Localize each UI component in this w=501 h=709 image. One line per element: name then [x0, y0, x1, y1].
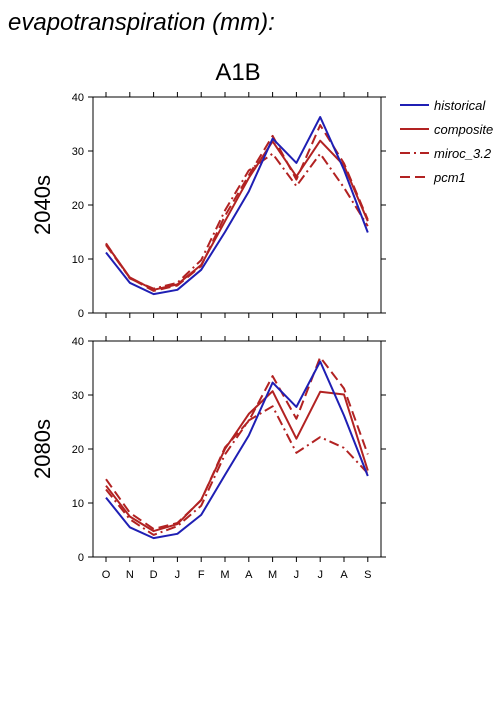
series-line-composite	[105, 390, 369, 533]
legend-label: composite	[434, 122, 493, 137]
panel-label: 2040s	[30, 175, 55, 235]
series-line-historical	[105, 116, 369, 296]
x-tick-label: O	[102, 569, 111, 581]
scenario-title: A1B	[215, 59, 260, 86]
series-line-miroc-3-2	[105, 152, 369, 290]
panel-2080s: 0 10 20 30 40 O N D J F M A M J J A S 2080s	[30, 336, 386, 581]
x-tick-label: A	[340, 569, 348, 581]
x-tick-label: A	[245, 569, 253, 581]
series-line-miroc-3-2	[105, 405, 369, 536]
legend-label: pcm1	[433, 170, 466, 185]
x-tick-label: N	[126, 569, 134, 581]
panel-2040s: 0 10 20 30 40 2040s	[30, 92, 386, 320]
legend: historical composite miroc_3.2 pcm1	[400, 98, 493, 185]
x-tick-label: D	[150, 569, 158, 581]
y-tick-label: 40	[72, 336, 84, 348]
y-tick-label: 10	[72, 498, 84, 510]
x-tick-label: S	[364, 569, 371, 581]
y-tick-label: 20	[72, 200, 84, 212]
legend-label: historical	[434, 98, 486, 113]
legend-label: miroc_3.2	[434, 146, 492, 161]
y-tick-label: 30	[72, 146, 84, 158]
panel-label: 2080s	[30, 419, 55, 479]
x-tick-label: J	[317, 569, 323, 581]
y-tick-label: 0	[78, 552, 84, 564]
figure-title: evapotranspiration (mm):	[8, 9, 275, 36]
x-tick-label: J	[294, 569, 300, 581]
series-line-pcm1	[105, 356, 369, 530]
x-tick-label: F	[198, 569, 205, 581]
series-line-composite	[105, 139, 369, 291]
y-tick-label: 20	[72, 444, 84, 456]
y-tick-label: 40	[72, 92, 84, 104]
y-tick-label: 30	[72, 390, 84, 402]
x-tick-label: J	[175, 569, 181, 581]
x-tick-label: M	[220, 569, 229, 581]
series-line-historical	[105, 360, 369, 540]
y-tick-label: 0	[78, 308, 84, 320]
y-tick-label: 10	[72, 254, 84, 266]
x-tick-label: M	[268, 569, 277, 581]
